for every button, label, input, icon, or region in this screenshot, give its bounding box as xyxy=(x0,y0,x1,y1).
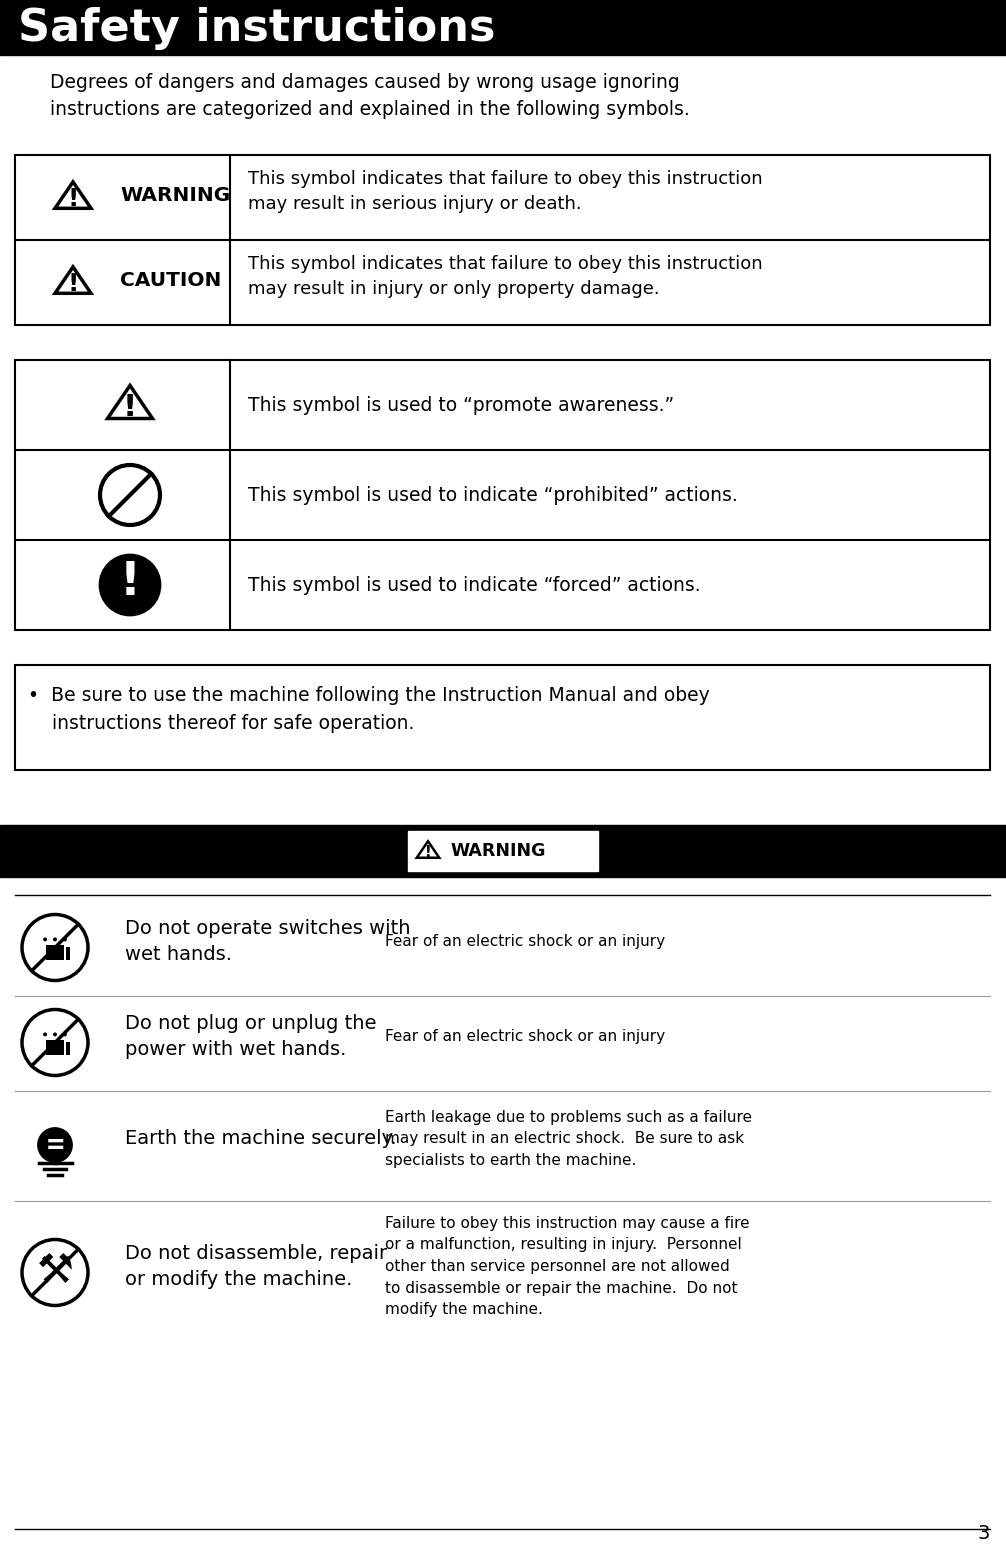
Bar xyxy=(408,831,598,870)
Text: !: ! xyxy=(123,392,137,422)
Text: Earth leakage due to problems such as a failure
may result in an electric shock.: Earth leakage due to problems such as a … xyxy=(385,1110,752,1168)
Text: Do not plug or unplug the
power with wet hands.: Do not plug or unplug the power with wet… xyxy=(125,1014,376,1059)
Text: Fear of an electric shock or an injury: Fear of an electric shock or an injury xyxy=(385,1029,665,1045)
Bar xyxy=(66,947,70,959)
Bar xyxy=(15,360,990,631)
Polygon shape xyxy=(416,841,440,858)
Circle shape xyxy=(53,937,57,942)
Circle shape xyxy=(43,937,47,942)
Circle shape xyxy=(63,937,66,942)
Text: !: ! xyxy=(120,561,141,606)
Circle shape xyxy=(38,1129,71,1162)
Text: •  Be sure to use the machine following the Instruction Manual and obey
    inst: • Be sure to use the machine following t… xyxy=(28,687,710,733)
Circle shape xyxy=(53,1032,57,1037)
Text: !: ! xyxy=(425,845,432,859)
Text: Earth the machine securely.: Earth the machine securely. xyxy=(125,1129,396,1149)
Text: !: ! xyxy=(67,272,78,296)
Circle shape xyxy=(43,1032,47,1037)
Bar xyxy=(15,665,990,771)
Polygon shape xyxy=(55,266,91,293)
Bar xyxy=(52,947,56,959)
Bar xyxy=(59,947,63,959)
Bar xyxy=(46,1040,64,1056)
Circle shape xyxy=(63,1032,66,1037)
Text: ⚒: ⚒ xyxy=(36,1252,73,1292)
Text: 3: 3 xyxy=(978,1524,990,1543)
Text: Fear of an electric shock or an injury: Fear of an electric shock or an injury xyxy=(385,934,665,950)
Text: Degrees of dangers and damages caused by wrong usage ignoring
instructions are c: Degrees of dangers and damages caused by… xyxy=(50,73,690,120)
Polygon shape xyxy=(55,182,91,209)
Text: WARNING: WARNING xyxy=(120,185,230,206)
Circle shape xyxy=(100,554,160,615)
Text: !: ! xyxy=(67,187,78,212)
Polygon shape xyxy=(108,386,153,419)
Bar xyxy=(0,825,1006,877)
Text: CAUTION: CAUTION xyxy=(120,271,221,290)
Bar xyxy=(0,0,1006,54)
Bar xyxy=(46,947,50,959)
Bar xyxy=(15,156,990,325)
Text: This symbol is used to indicate “forced” actions.: This symbol is used to indicate “forced”… xyxy=(248,576,700,595)
Text: This symbol is used to “promote awareness.”: This symbol is used to “promote awarenes… xyxy=(248,395,674,414)
Bar xyxy=(46,1042,50,1056)
Text: This symbol indicates that failure to obey this instruction
may result in injury: This symbol indicates that failure to ob… xyxy=(248,255,763,299)
Text: Do not disassemble, repair
or modify the machine.: Do not disassemble, repair or modify the… xyxy=(125,1244,387,1289)
Bar xyxy=(46,945,64,959)
Text: This symbol indicates that failure to obey this instruction
may result in seriou: This symbol indicates that failure to ob… xyxy=(248,170,763,213)
Text: Safety instructions: Safety instructions xyxy=(18,6,496,50)
Text: This symbol is used to indicate “prohibited” actions.: This symbol is used to indicate “prohibi… xyxy=(248,486,737,504)
Text: Do not operate switches with
wet hands.: Do not operate switches with wet hands. xyxy=(125,919,410,964)
Text: Failure to obey this instruction may cause a fire
or a malfunction, resulting in: Failure to obey this instruction may cau… xyxy=(385,1216,749,1317)
Bar xyxy=(52,1042,56,1056)
Text: WARNING: WARNING xyxy=(450,842,545,859)
Text: =: = xyxy=(46,1130,63,1158)
Bar xyxy=(66,1042,70,1056)
Bar xyxy=(59,1042,63,1056)
